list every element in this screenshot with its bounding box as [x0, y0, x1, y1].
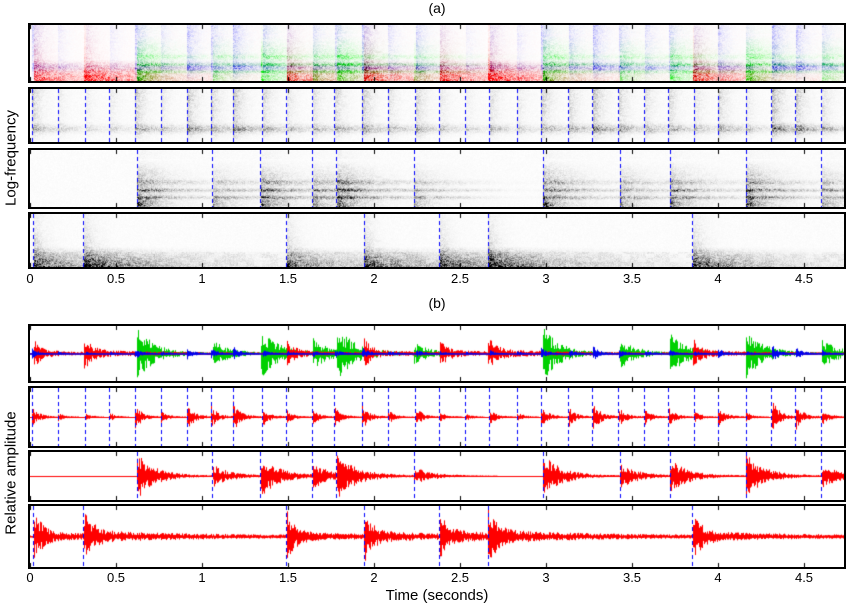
hihat-waveform-canvas — [30, 388, 844, 446]
mixture-waveform — [28, 324, 846, 383]
x-tick-label: 3 — [542, 570, 550, 585]
x-tick-label: 2.5 — [450, 271, 470, 286]
mixture-spectrogram-canvas — [30, 25, 844, 81]
hihat-spectrogram-canvas — [30, 89, 844, 142]
x-tick-label: 1.5 — [278, 570, 298, 585]
hihat-spectrogram — [28, 87, 846, 144]
mixture-spectrogram — [28, 23, 846, 83]
bass-drum-spectrogram — [28, 212, 846, 269]
x-tick-label: 2 — [370, 271, 378, 286]
x-tick-label: 3.5 — [622, 570, 642, 585]
snare-waveform — [28, 450, 846, 502]
x-tick-label: 0 — [26, 271, 34, 286]
bass-drum-waveform-canvas — [30, 506, 844, 567]
x-tick-label: 3 — [542, 271, 550, 286]
x-tick-label: 3.5 — [622, 271, 642, 286]
panel-b-ylabel: Relative amplitude — [2, 411, 20, 535]
x-tick-label: 4 — [714, 271, 722, 286]
mixture-waveform-canvas — [30, 326, 844, 381]
bass-drum-waveform — [28, 504, 846, 569]
x-tick-label: 1 — [198, 271, 206, 286]
snare-spectrogram-canvas — [30, 150, 844, 207]
x-tick-label: 4 — [714, 570, 722, 585]
x-tick-label: 0.5 — [106, 570, 126, 585]
x-tick-label: 1 — [198, 570, 206, 585]
bass-drum-spectrogram-canvas — [30, 214, 844, 267]
x-tick-label: 4.5 — [794, 570, 814, 585]
panel-a-ylabel: Log-frequency — [2, 110, 20, 206]
hihat-waveform — [28, 386, 846, 448]
snare-spectrogram — [28, 148, 846, 209]
x-tick-label: 0 — [26, 570, 34, 585]
x-tick-label: 2.5 — [450, 570, 470, 585]
panel-a-title: (a) — [428, 0, 446, 16]
snare-waveform-canvas — [30, 452, 844, 500]
x-tick-label: 4.5 — [794, 271, 814, 286]
panel-a-x-tick-labels: 0 0.5 1 1.5 2 2.5 3 3.5 4 4.5 — [0, 271, 854, 287]
x-tick-label: 0.5 — [106, 271, 126, 286]
x-tick-label: 2 — [370, 570, 378, 585]
x-tick-label: 1.5 — [278, 271, 298, 286]
panel-b-x-tick-labels: 0 0.5 1 1.5 2 2.5 3 3.5 4 4.5 — [0, 570, 854, 586]
x-axis-label: Time (seconds) — [385, 587, 489, 604]
panel-b-title: (b) — [428, 295, 446, 311]
